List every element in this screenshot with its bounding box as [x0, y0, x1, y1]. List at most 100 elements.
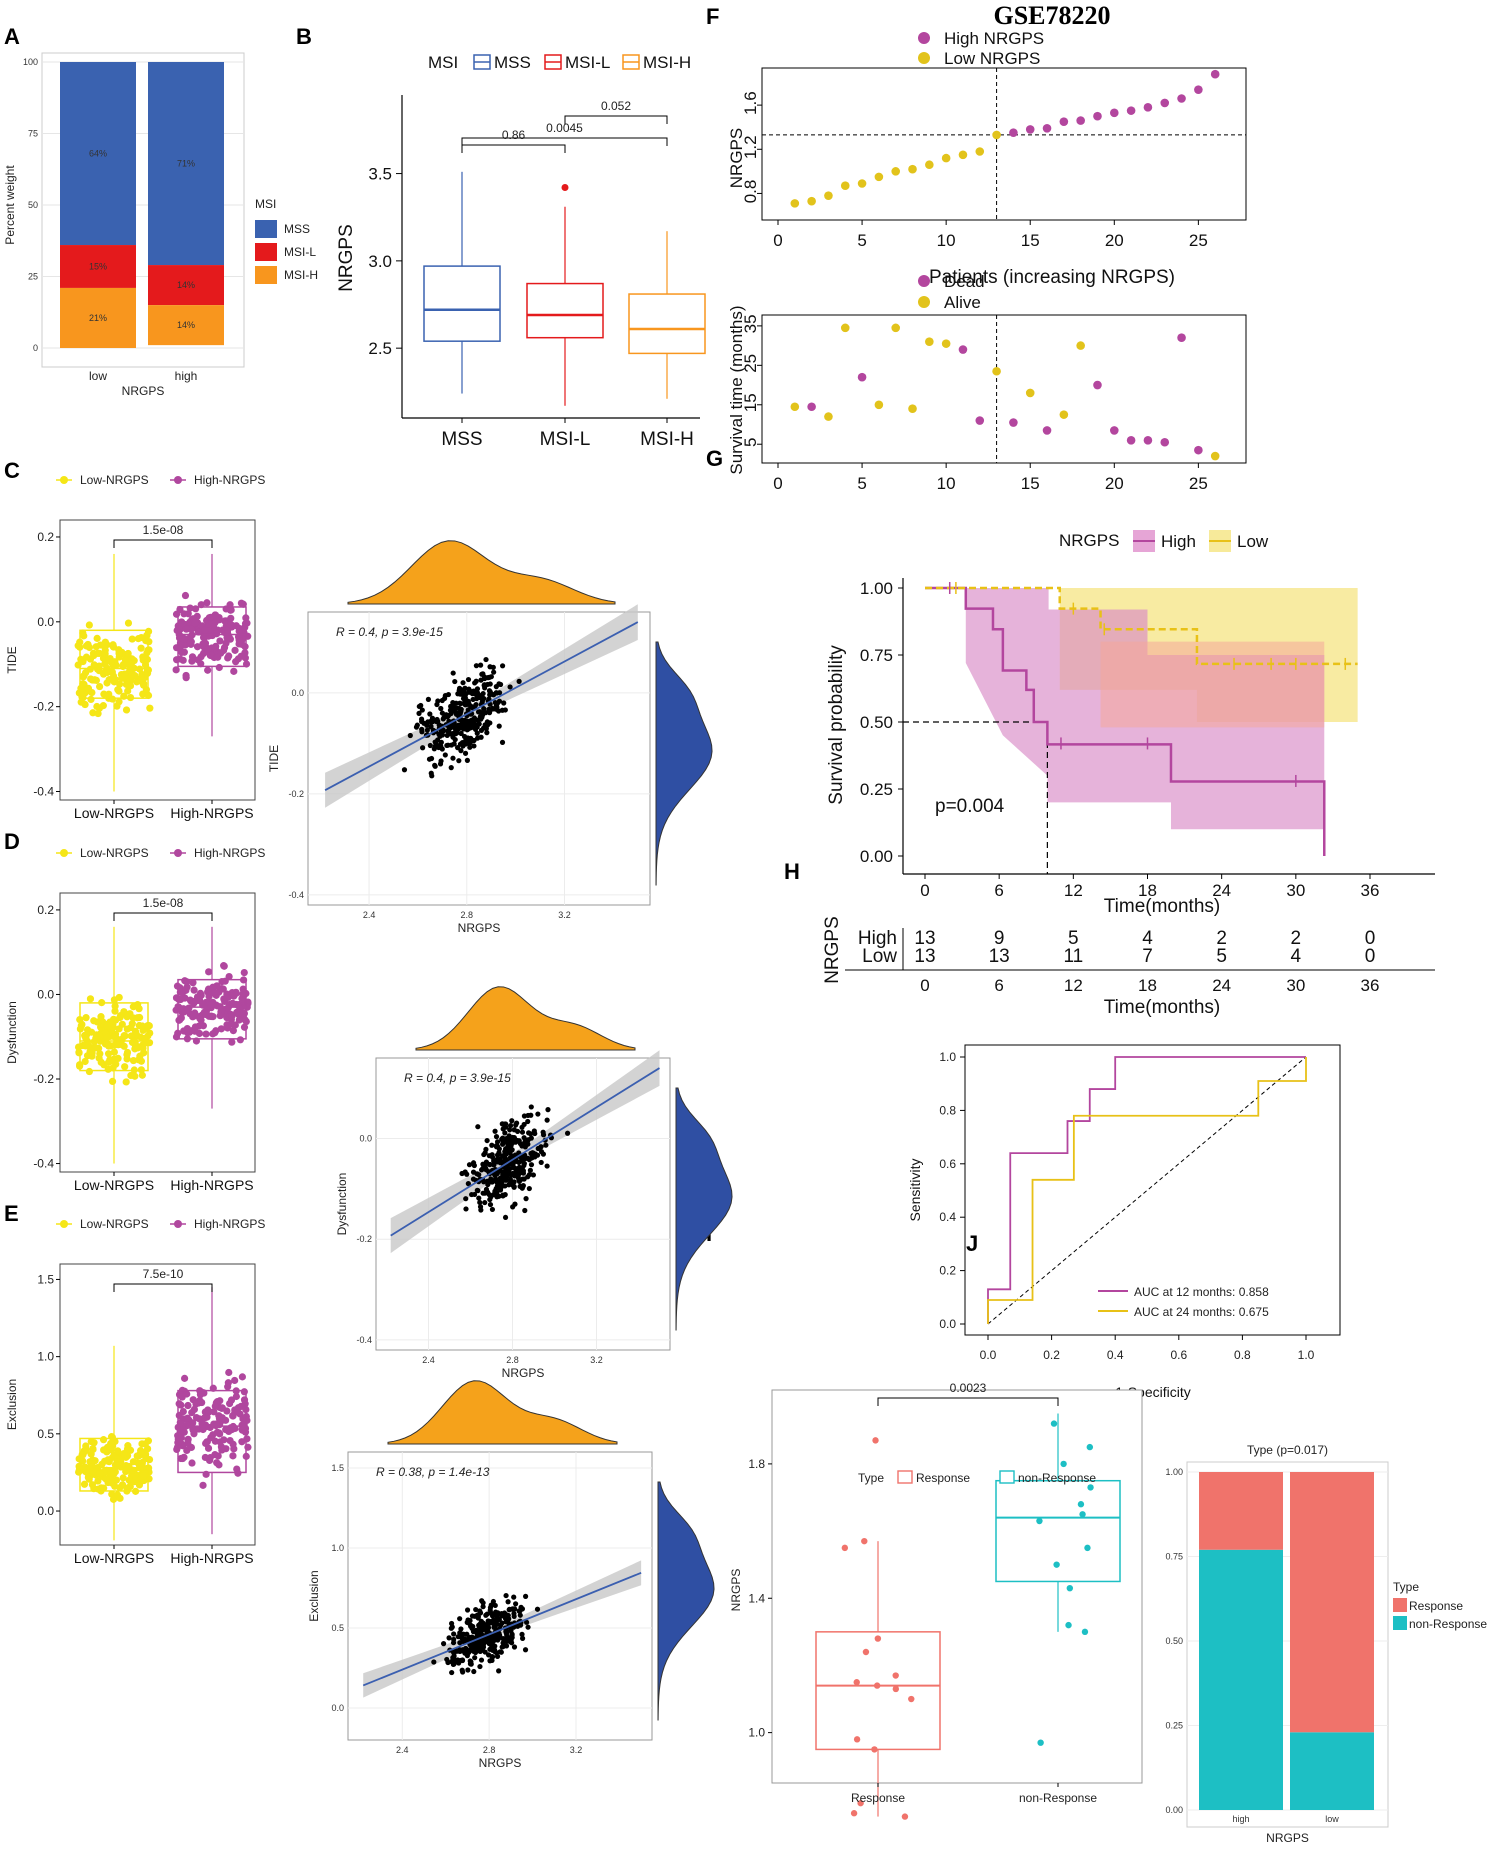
- x-tick-label: 20: [1105, 231, 1124, 250]
- risk-count: 13: [914, 946, 935, 967]
- risk-row-label-Low: Low: [862, 946, 897, 967]
- data-point: [472, 724, 478, 731]
- data-point: [488, 1637, 494, 1643]
- x-axis-label: Patients (increasing NRGPS): [929, 267, 1175, 288]
- correlation-annotation: R = 0.38, p = 1.4e-13: [376, 1465, 490, 1479]
- data-point: [448, 1620, 455, 1627]
- data-point: [89, 1456, 97, 1464]
- data-point: [458, 1657, 464, 1664]
- panel-C-box-jitter: 0.2 0.0 -0.2 -0.4 TIDE Low-NRGPS High-NRGPS 1.5…: [5, 473, 265, 821]
- data-point: [145, 638, 153, 646]
- data-point: [425, 696, 432, 702]
- data-point: [227, 614, 235, 622]
- data-point: [516, 1164, 522, 1170]
- y-tick-label: 5: [741, 437, 760, 446]
- legend-label: MSI-L: [284, 245, 316, 259]
- data-point: [532, 1130, 538, 1137]
- panel-label-B: B: [296, 24, 312, 49]
- x-tick-label: 2.8: [483, 1745, 496, 1755]
- data-point: [231, 646, 239, 654]
- data-point: [1093, 111, 1102, 121]
- data-point: [535, 1111, 541, 1117]
- panel-D-box-jitter: 0.2 0.0 -0.2 -0.4 Dysfunction Low-NRGPS High-N…: [5, 846, 265, 1193]
- legend-label: Response: [1409, 1599, 1463, 1613]
- legend-label: Alive: [944, 293, 981, 312]
- data-point: [514, 1128, 521, 1134]
- data-point: [478, 677, 484, 683]
- data-point: [103, 1022, 111, 1030]
- risk-count: 0: [1365, 928, 1376, 949]
- data-point: [133, 1452, 141, 1460]
- data-point: [992, 130, 1001, 140]
- data-point: [464, 1653, 470, 1659]
- legend-title: MSI: [428, 53, 458, 72]
- y-axis-label: Dysfunction: [335, 1173, 349, 1236]
- y-tick-label: 1.00: [860, 579, 893, 598]
- data-point: [439, 697, 445, 704]
- data-point: [490, 692, 497, 698]
- data-point: [529, 1150, 536, 1156]
- data-point: [511, 1644, 518, 1650]
- data-point: [135, 1481, 144, 1489]
- legend-key-dot: [174, 1220, 182, 1228]
- data-point: [486, 696, 492, 702]
- box-MSI-L: [526, 282, 604, 339]
- data-point: [489, 1206, 496, 1213]
- data-point: [226, 606, 235, 614]
- data-point: [114, 1447, 122, 1455]
- data-point: [1025, 388, 1035, 398]
- data-point: [908, 164, 917, 174]
- data-point: [908, 404, 917, 414]
- y-axis-label: TIDE: [5, 646, 19, 673]
- data-point: [205, 968, 213, 976]
- x-tick-label: non-Response: [1019, 1791, 1097, 1805]
- data-point: [240, 1396, 249, 1404]
- x-tick-label: low: [1325, 1814, 1339, 1824]
- data-point: [504, 1135, 510, 1142]
- legend-key: [897, 1470, 913, 1484]
- y-tick-label: -0.2: [33, 1072, 54, 1086]
- data-point: [183, 1390, 191, 1398]
- data-point: [853, 1736, 861, 1743]
- data-point: [215, 663, 223, 672]
- data-point: [458, 1626, 464, 1632]
- data-point: [477, 1648, 483, 1654]
- risk-x-tick-label: 36: [1361, 976, 1380, 995]
- data-point: [442, 752, 448, 758]
- data-point: [1143, 103, 1153, 112]
- data-point: [1036, 1517, 1043, 1525]
- data-point: [459, 1667, 465, 1673]
- data-point: [228, 1038, 236, 1046]
- data-point: [193, 643, 202, 651]
- data-point: [790, 199, 800, 208]
- data-label: 15%: [89, 261, 107, 271]
- data-point: [139, 681, 148, 689]
- panel-label-H: H: [784, 859, 800, 884]
- data-point: [179, 656, 187, 664]
- data-point: [431, 1659, 437, 1665]
- data-point: [137, 1057, 146, 1065]
- data-point: [471, 1668, 477, 1675]
- panel-D-scatter: 2.4 2.8 3.2 0.0 -0.2 -0.4 NRGPS Dysfunction R = …: [335, 986, 733, 1380]
- data-point: [418, 702, 424, 709]
- data-point: [450, 670, 456, 676]
- data-point: [468, 1622, 474, 1628]
- data-point: [476, 1623, 482, 1630]
- data-point: [1194, 445, 1203, 455]
- data-point: [543, 1142, 549, 1148]
- data-point: [841, 1544, 849, 1552]
- data-point: [1009, 128, 1018, 138]
- data-point: [507, 1147, 513, 1153]
- data-point: [1093, 380, 1102, 390]
- data-point: [232, 1000, 240, 1009]
- data-point: [79, 680, 87, 688]
- data-point: [490, 1654, 496, 1660]
- data-point: [467, 744, 473, 750]
- data-point: [941, 339, 951, 348]
- data-point: [211, 644, 219, 652]
- data-point: [462, 750, 469, 756]
- data-point: [188, 657, 196, 665]
- x-tick-label: 5: [857, 231, 866, 250]
- data-point: [204, 645, 212, 653]
